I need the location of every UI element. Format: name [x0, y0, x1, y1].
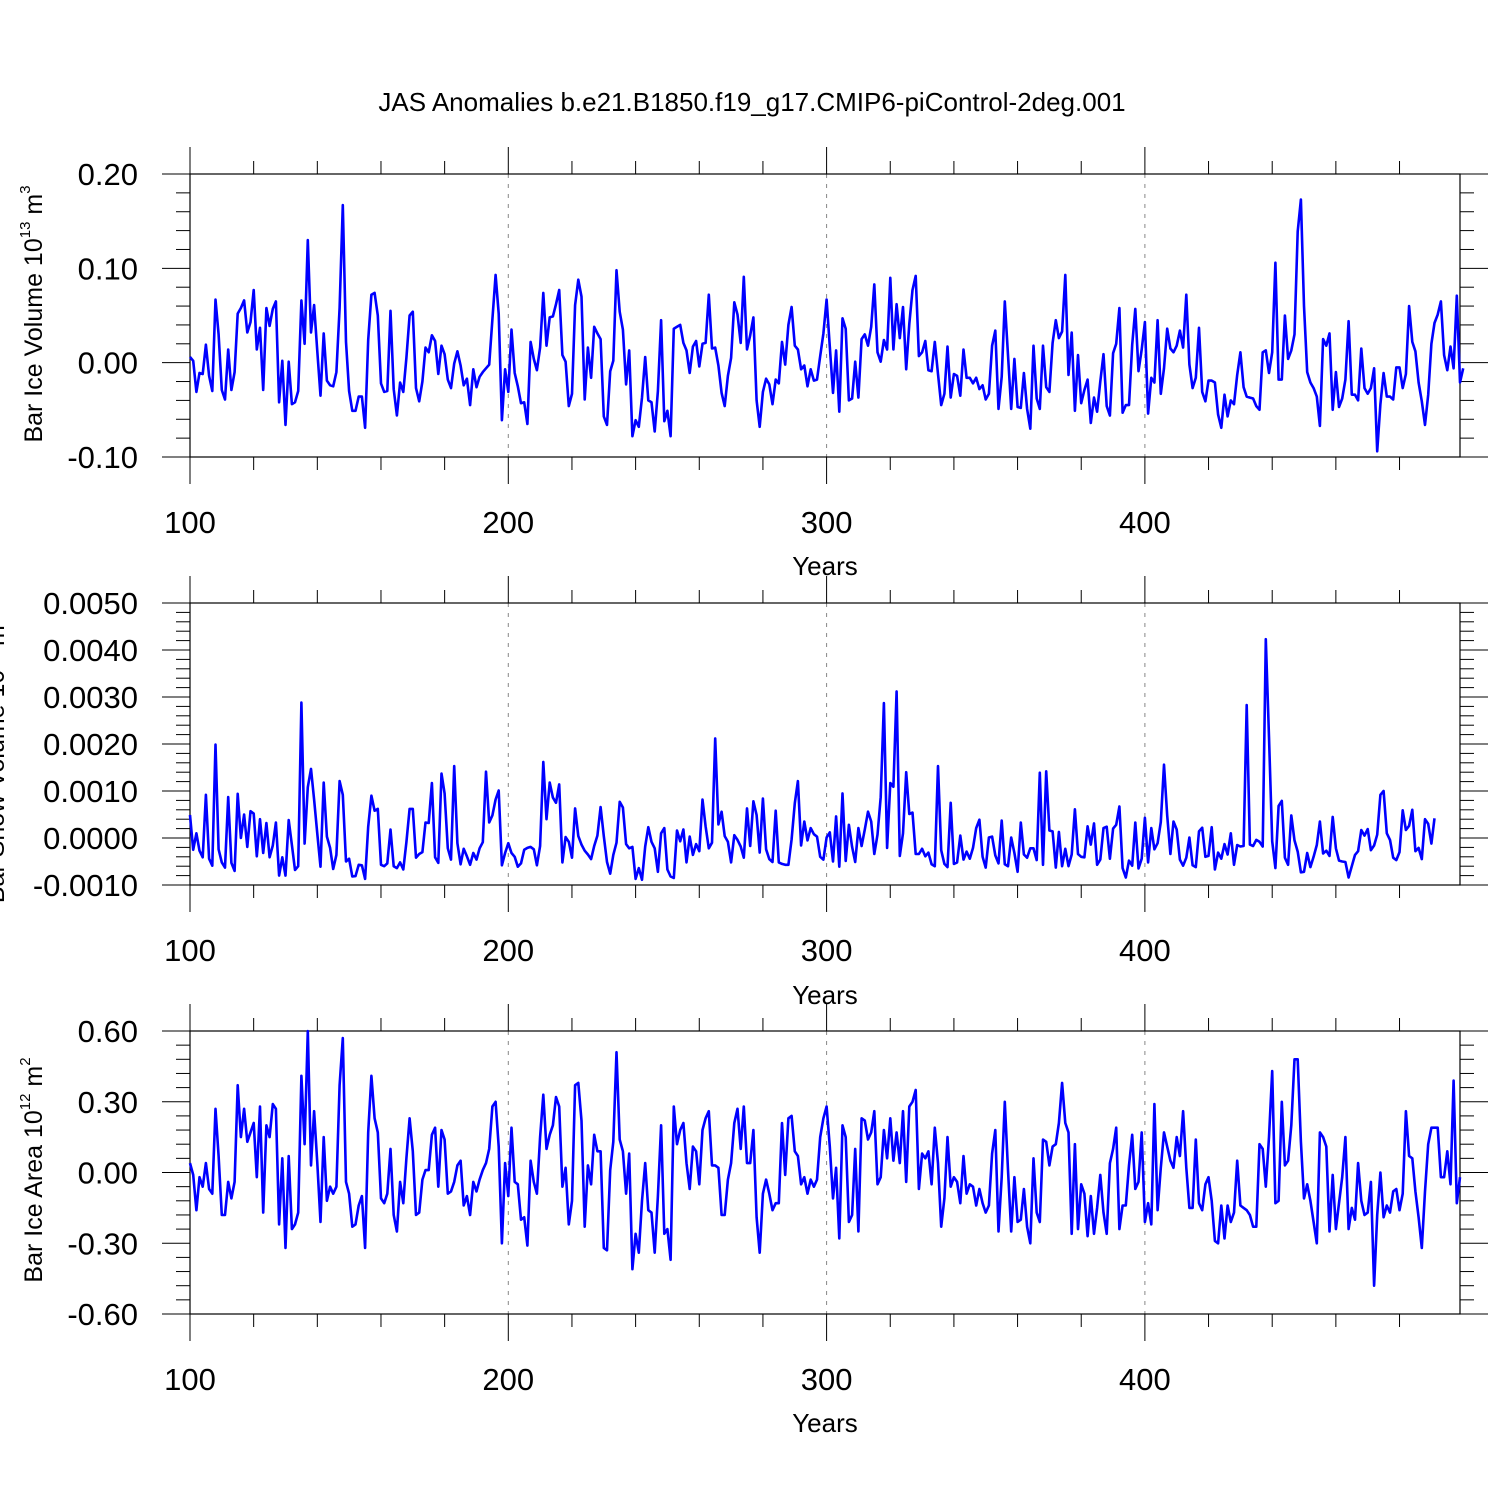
- x-tick-label: 300: [801, 1362, 853, 1397]
- plot-frame: [189, 602, 1461, 886]
- x-tick-label: 300: [801, 933, 853, 968]
- x-axis-label: Years: [792, 980, 858, 1010]
- plot-frame: [189, 173, 1461, 458]
- series-line-ice-volume: [189, 198, 1465, 453]
- y-tick-label: 0.0030: [43, 680, 138, 715]
- plot-frame: [189, 1030, 1461, 1315]
- panel-snow-volume: 100 200 300 400 -0.0010 0.0000 0.0010 0.0020 0.0…: [0, 576, 1488, 1010]
- x-tick-label: 300: [801, 505, 853, 540]
- figure-title: JAS Anomalies b.e21.B1850.f19_g17.CMIP6-…: [378, 87, 1125, 117]
- y-tick-label: -0.60: [67, 1297, 138, 1332]
- y-tick-label: 0.0010: [43, 774, 138, 809]
- x-tick-label: 200: [482, 933, 534, 968]
- x-axis-label: Years: [792, 1408, 858, 1438]
- y-tick-label: 0.0020: [43, 727, 138, 762]
- y-tick-label: 0.00: [78, 346, 138, 381]
- y-axis-label: Bar Snow Volume 1013 m3: [0, 617, 10, 903]
- x-tick-label: 400: [1119, 505, 1171, 540]
- y-tick-label: -0.0010: [33, 868, 138, 903]
- y-tick-label: 0.20: [78, 157, 138, 192]
- y-tick-label: -0.30: [67, 1226, 138, 1261]
- series-line-ice-area: [188, 1029, 1462, 1287]
- x-tick-label: 200: [482, 505, 534, 540]
- x-tick-label: 100: [164, 1362, 216, 1397]
- y-tick-label: 0.10: [78, 251, 138, 286]
- y-tick-label: 0.00: [78, 1156, 138, 1191]
- x-tick-label: 400: [1119, 1362, 1171, 1397]
- y-axis-label: Bar Ice Volume 1013 m3: [17, 185, 48, 442]
- y-tick-label: 0.0050: [43, 586, 138, 621]
- y-tick-label: 0.60: [78, 1014, 138, 1049]
- panel-ice-volume: 100 200 300 400 -0.10 0.00 0.10 0.20 Bar Ice Vo…: [17, 147, 1488, 581]
- panel-ice-area: 100 200 300 400 -0.60 -0.30 0.00 0.30 0.60 Bar I…: [17, 1004, 1488, 1438]
- x-tick-label: 200: [482, 1362, 534, 1397]
- x-tick-label: 100: [164, 933, 216, 968]
- y-tick-label: 0.0040: [43, 633, 138, 668]
- y-tick-label: 0.30: [78, 1085, 138, 1120]
- x-axis-label: Years: [792, 551, 858, 581]
- x-tick-label: 400: [1119, 933, 1171, 968]
- series-line-snow-volume: [188, 637, 1436, 882]
- y-tick-label: -0.10: [67, 440, 138, 475]
- x-tick-label: 100: [164, 505, 216, 540]
- y-tick-label: 0.0000: [43, 821, 138, 856]
- y-axis-label: Bar Ice Area 1012 m2: [17, 1057, 48, 1282]
